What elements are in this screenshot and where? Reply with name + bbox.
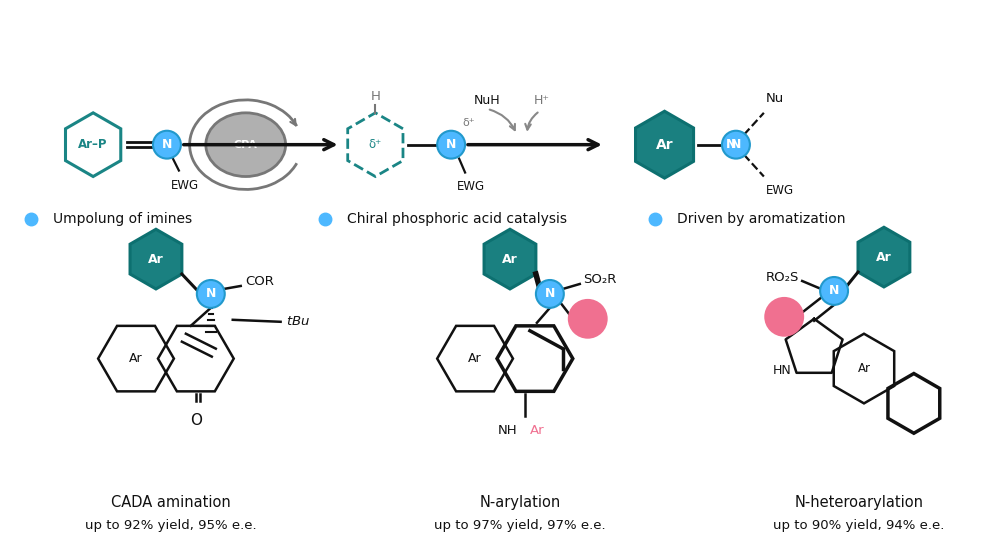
Text: Ar: Ar [656, 138, 673, 151]
Text: NuH: NuH [474, 94, 500, 107]
Text: δ⁺: δ⁺ [369, 138, 382, 151]
Text: up to 90% yield, 94% e.e.: up to 90% yield, 94% e.e. [773, 519, 945, 532]
Text: H⁺: H⁺ [534, 94, 550, 107]
Text: NH: NH [497, 424, 517, 437]
Text: CPA: CPA [234, 140, 258, 150]
Text: N-arylation: N-arylation [479, 495, 561, 510]
Polygon shape [484, 229, 536, 289]
Circle shape [764, 297, 804, 337]
Text: N: N [545, 287, 555, 300]
Text: up to 97% yield, 97% e.e.: up to 97% yield, 97% e.e. [434, 519, 606, 532]
Polygon shape [130, 229, 182, 289]
Text: Ar: Ar [876, 250, 892, 264]
Text: Chiral phosphoric acid catalysis: Chiral phosphoric acid catalysis [347, 212, 567, 226]
Text: Ar–P: Ar–P [78, 138, 108, 151]
Circle shape [568, 299, 608, 339]
Text: RO₂S: RO₂S [766, 271, 799, 283]
Text: Ar: Ar [502, 253, 518, 266]
Text: N: N [726, 138, 736, 151]
Text: Ar: Ar [530, 424, 545, 437]
Text: Ar: Ar [468, 352, 482, 365]
Circle shape [536, 280, 564, 308]
Text: Driven by aromatization: Driven by aromatization [677, 212, 845, 226]
Text: O: O [190, 413, 202, 428]
Text: HN: HN [773, 364, 792, 377]
Circle shape [153, 131, 181, 159]
Text: Ar: Ar [129, 352, 143, 365]
Text: Ar: Ar [148, 253, 164, 266]
Text: EWG: EWG [171, 178, 199, 192]
Circle shape [722, 131, 750, 159]
Text: CADA amination: CADA amination [111, 495, 231, 510]
Circle shape [437, 131, 465, 159]
Text: EWG: EWG [766, 184, 794, 197]
Text: COR: COR [246, 276, 275, 288]
Text: N: N [731, 138, 741, 151]
Text: H: H [370, 90, 380, 103]
Circle shape [197, 280, 225, 308]
Ellipse shape [206, 113, 286, 177]
Text: Umpolung of imines: Umpolung of imines [53, 212, 192, 226]
Text: N: N [162, 138, 172, 151]
Text: SO₂R: SO₂R [583, 273, 616, 287]
Text: N: N [446, 138, 456, 151]
Text: δ⁺: δ⁺ [463, 118, 475, 128]
Polygon shape [858, 228, 910, 287]
Text: N: N [829, 285, 839, 297]
Text: N-heteroarylation: N-heteroarylation [794, 495, 924, 510]
Text: EWG: EWG [457, 181, 485, 193]
Text: Ar: Ar [857, 362, 870, 375]
Polygon shape [636, 111, 694, 178]
Text: $t$Bu: $t$Bu [286, 315, 310, 328]
Text: up to 92% yield, 95% e.e.: up to 92% yield, 95% e.e. [85, 519, 257, 532]
Circle shape [820, 277, 848, 305]
Text: Nu: Nu [766, 92, 784, 105]
Text: N: N [206, 287, 216, 300]
